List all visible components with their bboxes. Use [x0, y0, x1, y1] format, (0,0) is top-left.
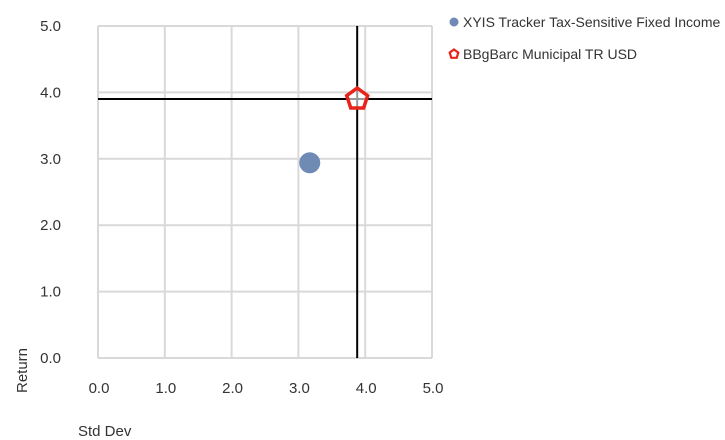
- y-tick-label: 0.0: [40, 350, 61, 367]
- legend-label-bbgbarc: BBgBarc Municipal TR USD: [463, 46, 638, 62]
- x-tick-label: 1.0: [155, 380, 176, 397]
- legend: XYIS Tracker Tax-Sensitive Fixed Income …: [448, 12, 720, 76]
- legend-label-xyis: XYIS Tracker Tax-Sensitive Fixed Income: [463, 14, 721, 30]
- y-tick-label: 2.0: [40, 217, 61, 234]
- x-tick-label: 5.0: [423, 380, 444, 397]
- x-tick-label: 4.0: [356, 380, 377, 397]
- y-tick-label: 3.0: [40, 151, 61, 168]
- y-tick-label: 5.0: [40, 18, 61, 35]
- y-tick-label: 1.0: [40, 284, 61, 301]
- pentagon-marker-icon: [448, 48, 460, 59]
- points: [299, 85, 370, 174]
- crosshair: [98, 26, 432, 358]
- data-point-1: [344, 85, 370, 110]
- legend-item-bbgbarc: BBgBarc Municipal TR USD: [448, 44, 720, 64]
- x-tick-labels: 0.0 1.0 2.0 3.0 4.0 5.0: [89, 380, 444, 397]
- y-tick-label: 4.0: [40, 84, 61, 101]
- legend-item-xyis: XYIS Tracker Tax-Sensitive Fixed Income: [448, 12, 720, 32]
- x-tick-label: 2.0: [222, 380, 243, 397]
- y-tick-labels: 0.0 1.0 2.0 3.0 4.0 5.0: [40, 18, 61, 367]
- circle-marker-icon: [449, 17, 459, 27]
- data-point-0: [299, 152, 321, 174]
- x-tick-label: 3.0: [289, 380, 310, 397]
- x-axis-label: Std Dev: [78, 423, 132, 440]
- grid: [97, 25, 433, 359]
- x-tick-label: 0.0: [89, 380, 110, 397]
- y-axis-label: Return: [14, 348, 31, 393]
